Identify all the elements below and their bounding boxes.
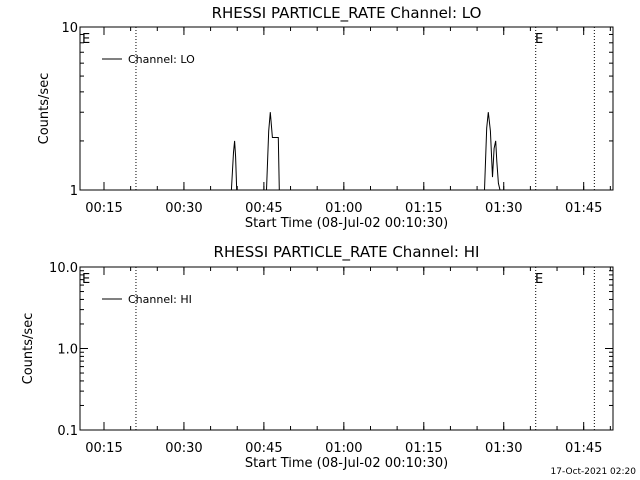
x-tick-label: 01:30	[485, 441, 522, 456]
x-tick-label: 01:45	[565, 201, 602, 216]
x-tick-label: 00:45	[245, 201, 282, 216]
y-tick-label: 1.0	[57, 343, 78, 358]
y-tick-label: 0.1	[57, 424, 78, 439]
y-tick-label: 1	[70, 184, 78, 199]
y-axis-label: Counts/sec	[37, 73, 52, 145]
x-axis-label: Start Time (08-Jul-02 00:10:30)	[245, 456, 448, 471]
y-tick-label: 10.0	[49, 261, 78, 276]
chart-panel-2: RHESSI PARTICLE_RATE Channel: HI 0.1 1.0 10…	[21, 243, 614, 471]
event-annotation: E	[82, 32, 90, 47]
x-tick-label: 00:15	[85, 441, 122, 456]
chart-panel-1: RHESSI PARTICLE_RATE Channel: LO 1 10 Count…	[37, 4, 614, 231]
chart-title: RHESSI PARTICLE_RATE Channel: HI	[214, 243, 480, 262]
x-tick-label: 01:00	[325, 441, 362, 456]
legend-entry: Channel: LO	[128, 53, 195, 66]
chart-title: RHESSI PARTICLE_RATE Channel: LO	[212, 4, 482, 23]
x-tick-label: 00:45	[245, 441, 282, 456]
plot-frame	[79, 266, 614, 431]
x-axis-label: Start Time (08-Jul-02 00:10:30)	[245, 216, 448, 231]
event-annotation: E	[82, 272, 90, 287]
legend-entry: Channel: HI	[128, 293, 192, 306]
event-annotation: E	[535, 32, 543, 47]
x-tick-label: 00:15	[85, 201, 122, 216]
plot-frame	[79, 26, 614, 191]
footer-timestamp: 17-Oct-2021 02:20	[551, 467, 637, 477]
x-tick-label: 01:45	[565, 441, 602, 456]
x-tick-label: 01:00	[325, 201, 362, 216]
x-tick-label: 01:15	[405, 441, 442, 456]
y-tick-label: 10	[61, 21, 78, 36]
x-tick-label: 00:30	[165, 441, 202, 456]
event-annotation: E	[535, 272, 543, 287]
series-line	[230, 112, 501, 191]
y-axis-label: Counts/sec	[21, 313, 36, 385]
x-tick-label: 01:15	[405, 201, 442, 216]
x-tick-label: 00:30	[165, 201, 202, 216]
x-tick-label: 01:30	[485, 201, 522, 216]
